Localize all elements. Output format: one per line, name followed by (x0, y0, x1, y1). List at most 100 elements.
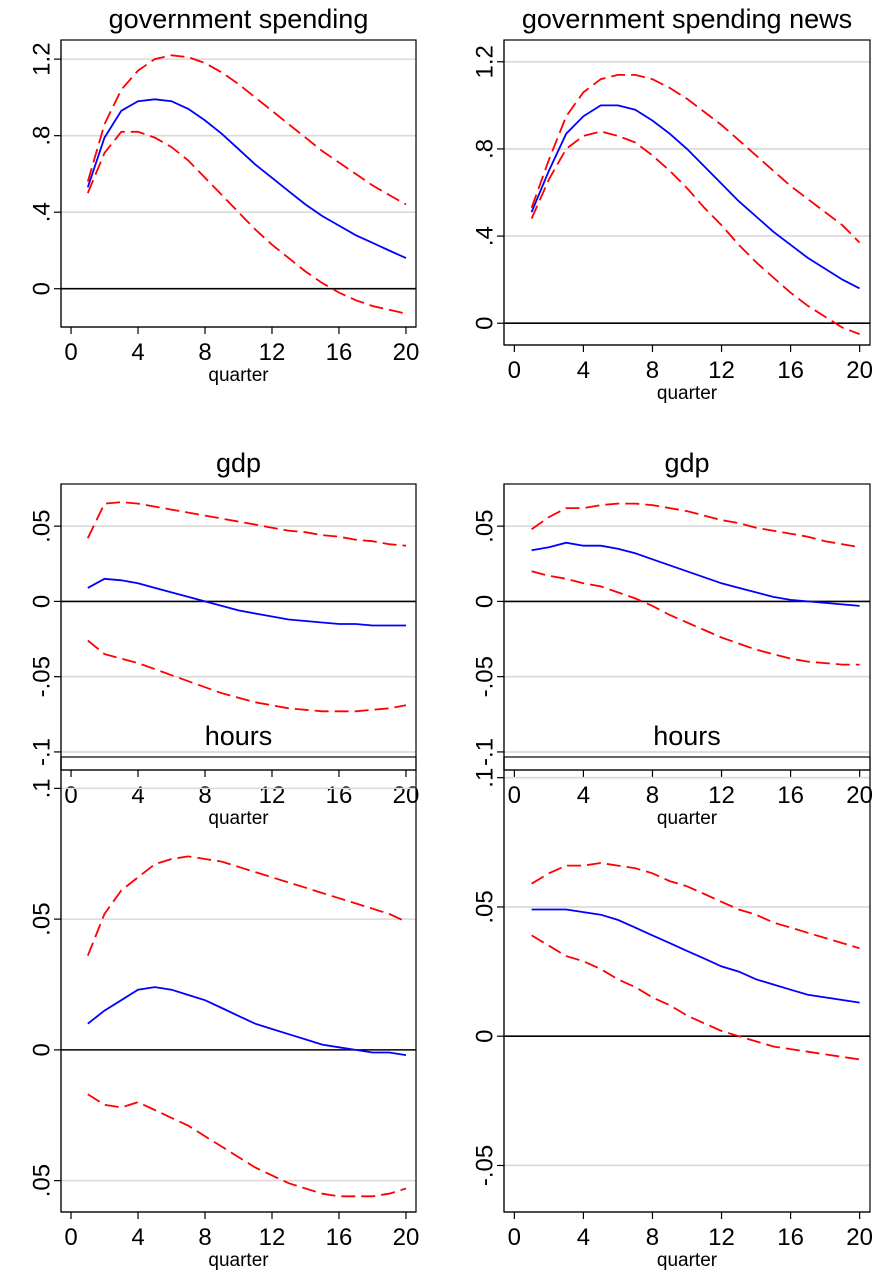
x-tick-label: 0 (508, 782, 521, 809)
y-tick-label: 0 (471, 595, 498, 608)
plot-frame (503, 756, 871, 1213)
series-upper-line (86, 54, 407, 206)
series-lower-line (531, 570, 860, 666)
y-tick-label: 0 (28, 1043, 55, 1056)
panel-title: government spending news (522, 4, 852, 34)
x-tick-label: 0 (508, 1224, 521, 1251)
panel-1: government spending 0 .4 .8 1.2 0 4 8 12 16 20 quar… (28, 4, 419, 386)
series-lower-line (530, 130, 860, 335)
panel-3: gdp -.1 -.05 0 .05 0 4 8 12 16 20 quarter (28, 448, 419, 829)
y-tick-label: .8 (471, 139, 498, 159)
x-tick-label: 0 (64, 339, 77, 366)
series-response-line (87, 986, 407, 1056)
x-tick-label: 8 (646, 357, 659, 384)
series-upper-line (531, 502, 860, 549)
series-lower-line (531, 934, 860, 1061)
series-upper-line (86, 501, 407, 547)
y-tick-label: -.05 (28, 656, 55, 697)
x-tick-label: 4 (131, 1224, 144, 1251)
y-tick-label: .1 (471, 768, 498, 788)
y-tick-label: 0 (28, 282, 55, 295)
x-tick-label: 16 (326, 339, 353, 366)
y-tick-label: .1 (28, 778, 55, 798)
x-tick-label: 12 (708, 1224, 735, 1251)
y-tick-label: .05 (471, 509, 498, 542)
series-response-line (530, 104, 861, 290)
series-response-line (86, 98, 407, 259)
y-tick-label: 0 (471, 317, 498, 330)
y-tick-label: 0 (28, 595, 55, 608)
x-axis-label: quarter (657, 808, 718, 829)
y-tick-label: .4 (28, 202, 55, 222)
y-tick-label: 1.2 (28, 42, 55, 75)
x-tick-label: 20 (393, 782, 420, 809)
panel-title: hours (205, 721, 273, 751)
y-tick-label: -.05 (471, 1145, 498, 1186)
x-tick-label: 12 (708, 357, 735, 384)
plot-frame (60, 756, 417, 1213)
x-tick-label: 16 (777, 1224, 804, 1251)
x-tick-label: 4 (577, 1224, 590, 1251)
x-tick-label: 4 (131, 339, 144, 366)
x-axis-label: quarter (208, 365, 269, 386)
plot-frame (503, 39, 871, 346)
x-tick-label: 4 (577, 357, 590, 384)
x-tick-label: 12 (259, 339, 286, 366)
series-response-line (531, 908, 860, 1004)
plot-frame (60, 39, 417, 328)
y-tick-label: .4 (471, 226, 498, 246)
y-tick-label: .8 (28, 126, 55, 146)
panel-title: government spending (109, 4, 369, 34)
x-tick-label: 0 (508, 357, 521, 384)
y-tick-label: -.1 (471, 738, 498, 766)
x-tick-label: 8 (198, 782, 211, 809)
plot-frame (60, 483, 417, 771)
x-tick-label: 0 (64, 1224, 77, 1251)
x-axis-label: quarter (657, 383, 718, 404)
series-lower-line (86, 130, 407, 315)
panel-title: gdp (664, 448, 709, 478)
series-upper-line (86, 855, 407, 957)
y-tick-label: -.1 (28, 738, 55, 766)
y-tick-label: -.05 (471, 656, 498, 697)
x-tick-label: 20 (846, 782, 873, 809)
x-tick-label: 4 (577, 782, 590, 809)
x-tick-label: 8 (646, 1224, 659, 1251)
series-response-line (87, 577, 406, 627)
series-lower-line (87, 1093, 407, 1198)
y-tick-label: 1.2 (471, 45, 498, 78)
series-response-line (531, 541, 860, 607)
plot-frame (503, 483, 871, 771)
panel-title: hours (653, 721, 721, 751)
y-tick-label: .05 (28, 1164, 55, 1197)
x-axis-label: quarter (208, 1250, 269, 1271)
x-tick-label: 20 (846, 357, 873, 384)
x-tick-label: 12 (708, 782, 735, 809)
x-tick-label: 8 (198, 339, 211, 366)
series-upper-line (530, 74, 861, 244)
x-tick-label: 8 (198, 1224, 211, 1251)
panel-5: hours .05 0 .05 .1 0 4 8 12 16 20 quarter (28, 721, 419, 1271)
x-tick-label: 16 (777, 357, 804, 384)
panel-4: gdp -.1 -.05 0 .05 0 4 8 12 16 20 quarter (471, 448, 873, 829)
x-tick-label: 12 (259, 1224, 286, 1251)
x-tick-label: 12 (259, 782, 286, 809)
panel-title: gdp (216, 448, 261, 478)
x-tick-label: 16 (777, 782, 804, 809)
x-tick-label: 20 (393, 339, 420, 366)
y-tick-label: .05 (28, 509, 55, 542)
x-axis-label: quarter (657, 1250, 718, 1271)
y-tick-label: .05 (28, 902, 55, 935)
y-tick-label: .05 (471, 890, 498, 923)
x-tick-label: 8 (646, 782, 659, 809)
panel-2: government spending news 0 .4 .8 1.2 0 4 8 12 16 2… (471, 4, 873, 404)
x-tick-label: 20 (846, 1224, 873, 1251)
panel-6: hours -.05 0 .05 .1 0 4 8 12 16 20 quarter (471, 721, 873, 1271)
series-upper-line (531, 862, 860, 950)
x-tick-label: 0 (64, 782, 77, 809)
x-tick-label: 16 (326, 782, 353, 809)
x-tick-label: 20 (393, 1224, 420, 1251)
series-lower-line (87, 639, 407, 713)
y-tick-label: 0 (471, 1030, 498, 1043)
